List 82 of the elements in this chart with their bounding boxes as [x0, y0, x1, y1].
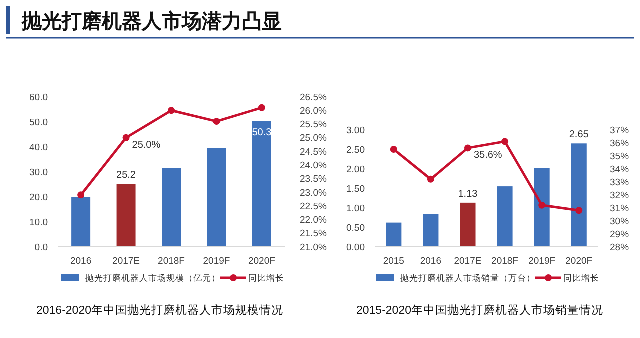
text: 2016-2020年中国抛光打磨机器人市场规模情况 — [36, 303, 284, 317]
y2-tick-label: 21.0% — [300, 242, 328, 254]
y2-tick-label: 23.5% — [300, 174, 328, 186]
legend-label: 抛光打磨机器人市场销量（万台） — [400, 272, 536, 283]
y2-tick-label: 37% — [610, 125, 630, 136]
y2-tick-label: 29% — [610, 229, 630, 240]
point — [464, 144, 472, 152]
y-tick-label: 0.0 — [34, 242, 48, 254]
data-label: 50.3 — [252, 127, 272, 138]
bar — [252, 121, 272, 247]
y-tick-label: 2.00 — [346, 164, 365, 176]
legend-label: 同比增长 — [564, 272, 600, 283]
y-tick-label: 20.0 — [30, 192, 48, 204]
data-label: 25.0% — [132, 140, 161, 151]
point — [122, 134, 130, 142]
bar — [571, 144, 587, 247]
y2-tick-label: 34% — [610, 164, 630, 176]
y-tick-label: 2.50 — [346, 144, 365, 156]
y-tick-label: 1.00 — [346, 203, 365, 214]
point — [427, 176, 434, 183]
y2-tick-label: 22.0% — [300, 215, 328, 226]
x-tick-label: 2020F — [566, 256, 593, 267]
y2-tick-label: 36% — [610, 138, 630, 150]
text: 2015-2020年中国抛光打磨机器人市场销量情况 — [356, 303, 604, 317]
bar — [386, 222, 402, 247]
y2-tick-label: 22.5% — [300, 201, 328, 212]
x-tick-label: 2018F — [158, 256, 186, 267]
x-tick-label: 2016 — [420, 256, 442, 267]
y-tick-label: 40.0 — [30, 142, 48, 154]
y2-tick-label: 32% — [610, 190, 630, 202]
x-tick-label: 2017E — [454, 256, 482, 267]
y2-tick-label: 31% — [610, 203, 630, 214]
y-tick-label: 0.00 — [346, 242, 365, 254]
y2-tick-label: 23.0% — [300, 188, 328, 199]
y-tick-label: 1.50 — [346, 184, 365, 195]
bar — [423, 214, 439, 247]
bar — [497, 186, 513, 247]
point — [258, 104, 266, 112]
y2-tick-label: 26.0% — [300, 106, 328, 117]
x-tick-label: 2015 — [383, 256, 404, 267]
y2-tick-label: 25.0% — [300, 133, 328, 144]
y2-tick-label: 35% — [610, 151, 630, 162]
data-label: 2.65 — [569, 130, 590, 141]
point — [538, 202, 546, 209]
x-tick-label: 2017E — [112, 256, 140, 267]
bar — [162, 168, 181, 247]
point — [213, 118, 220, 126]
y-tick-label: 60.0 — [30, 92, 48, 104]
point — [390, 146, 398, 153]
y2-tick-label: 28% — [610, 242, 630, 254]
y-tick-label: 0.50 — [346, 222, 365, 234]
bar — [72, 197, 91, 247]
point — [502, 138, 509, 146]
point — [168, 107, 175, 114]
y2-tick-label: 24.0% — [300, 160, 328, 172]
legend-label: 抛光打磨机器人市场规模（亿元） — [86, 272, 220, 283]
data-label: 1.13 — [458, 188, 478, 200]
legend-label: 同比增长 — [248, 272, 284, 283]
x-tick-label: 2019F — [528, 256, 556, 267]
data-label: 35.6% — [474, 150, 502, 162]
point — [78, 192, 85, 199]
y-tick-label: 50.0 — [30, 117, 48, 128]
y-tick-label: 3.00 — [346, 125, 365, 136]
x-tick-label: 2016 — [70, 256, 92, 267]
y2-tick-label: 24.5% — [300, 146, 328, 158]
y-tick-label: 30.0 — [30, 167, 48, 178]
y2-tick-label: 33% — [610, 177, 630, 188]
bar — [207, 148, 226, 247]
y2-tick-label: 25.5% — [300, 120, 328, 131]
text: 抛光打磨机器人市场潜力凸显 — [21, 10, 282, 33]
y2-tick-label: 21.5% — [300, 228, 328, 240]
x-tick-label: 2018F — [492, 256, 519, 267]
bar — [460, 202, 476, 247]
y2-tick-label: 26.5% — [300, 92, 328, 104]
bar — [116, 184, 136, 247]
y2-tick-label: 30% — [610, 216, 630, 228]
y-tick-label: 10.0 — [30, 217, 48, 228]
x-tick-label: 2019F — [203, 256, 230, 267]
x-tick-label: 2020F — [248, 256, 276, 267]
data-label: 25.2 — [116, 170, 136, 181]
point — [576, 207, 583, 214]
bar — [534, 168, 550, 247]
